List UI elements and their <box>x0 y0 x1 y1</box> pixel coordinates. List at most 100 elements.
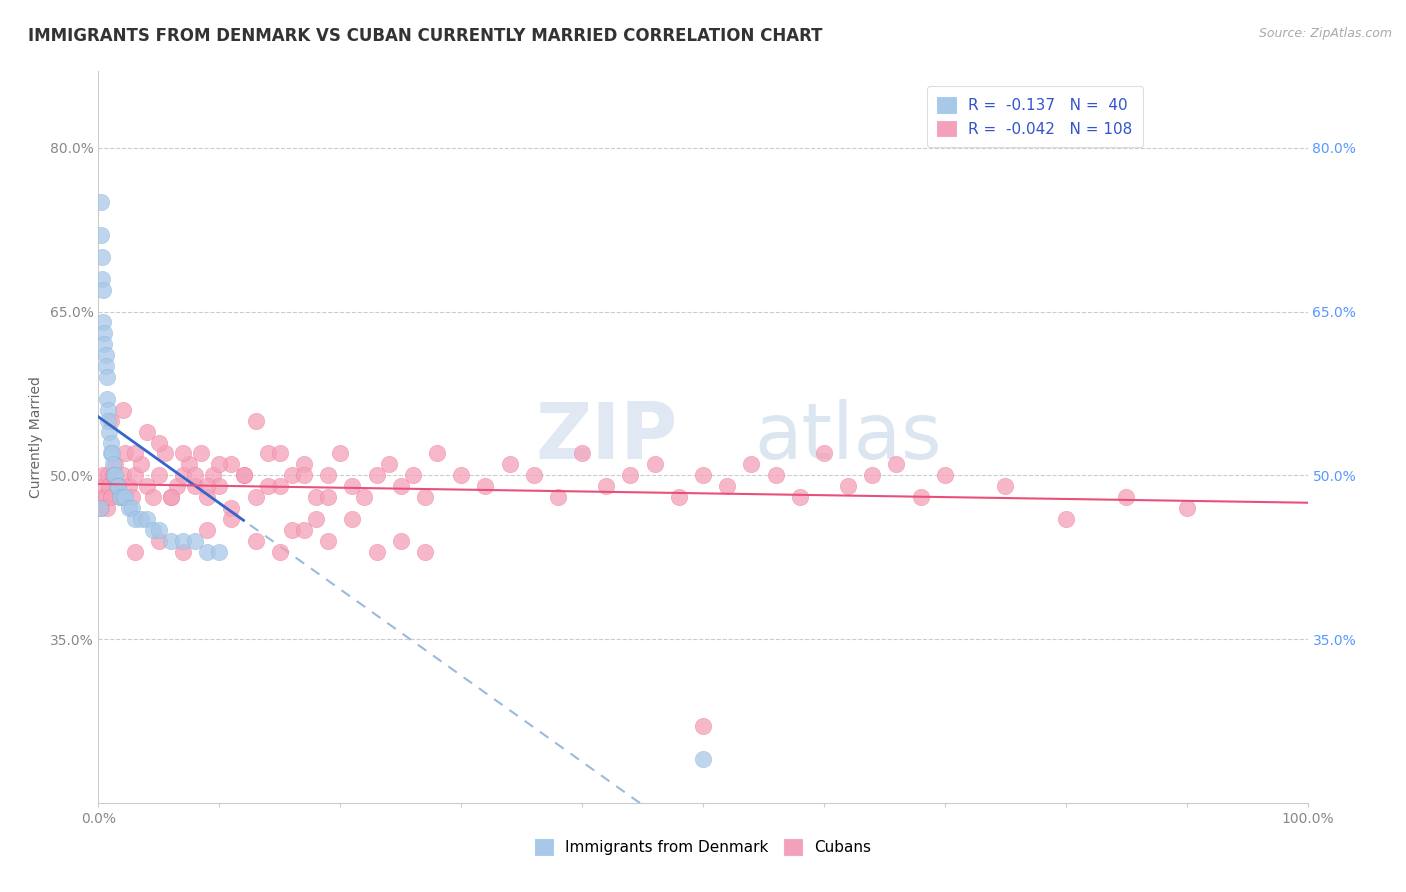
Point <box>94 348 117 362</box>
Point <box>124 545 146 559</box>
Point <box>129 512 152 526</box>
Point <box>221 501 243 516</box>
Point <box>90 228 112 243</box>
Point <box>232 468 254 483</box>
Point <box>353 490 375 504</box>
Point <box>789 490 811 504</box>
Point <box>111 468 134 483</box>
Point <box>97 402 120 417</box>
Point <box>389 479 412 493</box>
Point <box>316 468 339 483</box>
Point <box>96 370 118 384</box>
Point <box>886 458 908 472</box>
Point <box>111 402 134 417</box>
Text: atlas: atlas <box>755 399 942 475</box>
Point <box>100 490 122 504</box>
Point <box>269 545 291 559</box>
Point <box>148 523 170 537</box>
Point <box>305 490 328 504</box>
Point <box>124 468 146 483</box>
Point <box>121 490 143 504</box>
Point <box>107 479 129 493</box>
Point <box>108 490 131 504</box>
Point <box>232 468 254 483</box>
Point <box>256 479 278 493</box>
Point <box>195 523 218 537</box>
Point <box>994 479 1017 493</box>
Point <box>934 468 956 483</box>
Legend: Immigrants from Denmark, Cubans: Immigrants from Denmark, Cubans <box>529 833 877 861</box>
Point <box>245 490 267 504</box>
Point <box>142 490 165 504</box>
Point <box>114 490 136 504</box>
Point <box>910 490 932 504</box>
Point <box>208 479 231 493</box>
Point <box>160 490 183 504</box>
Point <box>172 446 194 460</box>
Point <box>153 446 176 460</box>
Point <box>202 468 225 483</box>
Y-axis label: Currently Married: Currently Married <box>28 376 42 498</box>
Point <box>595 479 617 493</box>
Point <box>97 414 120 428</box>
Point <box>100 414 122 428</box>
Point <box>135 512 157 526</box>
Point <box>547 490 569 504</box>
Point <box>221 458 243 472</box>
Point <box>269 479 291 493</box>
Point <box>305 512 328 526</box>
Point <box>813 446 835 460</box>
Point <box>208 458 231 472</box>
Point <box>256 446 278 460</box>
Point <box>114 446 136 460</box>
Point <box>111 490 134 504</box>
Point <box>129 458 152 472</box>
Point <box>135 425 157 439</box>
Point <box>91 468 114 483</box>
Point <box>121 501 143 516</box>
Point <box>342 479 364 493</box>
Point <box>389 533 412 548</box>
Point <box>172 533 194 548</box>
Point <box>316 533 339 548</box>
Point <box>96 392 118 406</box>
Point <box>195 545 218 559</box>
Point <box>208 545 231 559</box>
Point <box>184 479 207 493</box>
Point <box>101 468 124 483</box>
Point <box>93 337 115 351</box>
Point <box>89 501 111 516</box>
Point <box>740 458 762 472</box>
Point <box>91 490 114 504</box>
Point <box>413 545 436 559</box>
Point <box>190 446 212 460</box>
Point <box>179 458 201 472</box>
Text: IMMIGRANTS FROM DENMARK VS CUBAN CURRENTLY MARRIED CORRELATION CHART: IMMIGRANTS FROM DENMARK VS CUBAN CURRENT… <box>28 27 823 45</box>
Point <box>195 479 218 493</box>
Point <box>692 719 714 733</box>
Point <box>91 272 114 286</box>
Point <box>107 479 129 493</box>
Point <box>172 545 194 559</box>
Point <box>93 479 115 493</box>
Point <box>292 458 315 472</box>
Point <box>716 479 738 493</box>
Point <box>329 446 352 460</box>
Point <box>90 501 112 516</box>
Text: Source: ZipAtlas.com: Source: ZipAtlas.com <box>1258 27 1392 40</box>
Point <box>100 446 122 460</box>
Point <box>860 468 883 483</box>
Point <box>118 501 141 516</box>
Point <box>101 458 124 472</box>
Point <box>91 283 114 297</box>
Point <box>245 533 267 548</box>
Point <box>366 545 388 559</box>
Point <box>184 533 207 548</box>
Point <box>94 490 117 504</box>
Point <box>426 446 449 460</box>
Point <box>94 359 117 373</box>
Point <box>377 458 399 472</box>
Point <box>692 752 714 766</box>
Point <box>166 479 188 493</box>
Point <box>221 512 243 526</box>
